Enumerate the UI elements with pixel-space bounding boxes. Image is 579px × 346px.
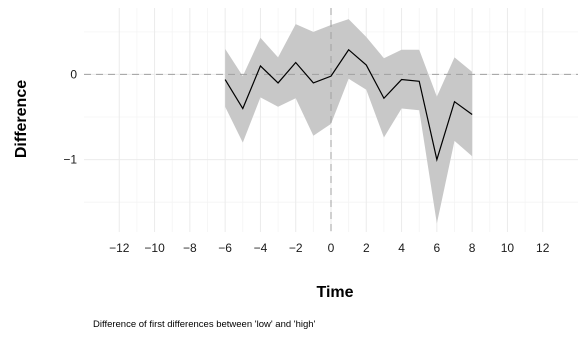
chart-caption: Difference of first differences between … (93, 319, 316, 330)
series-lines (224, 48, 473, 162)
y-axis-tick-labels: 0 −1 (63, 67, 77, 166)
x-tick-label: −8 (183, 241, 197, 255)
confidence-ribbons (225, 19, 473, 224)
x-tick-label: 2 (363, 241, 370, 255)
x-tick-label: 4 (398, 241, 405, 255)
x-tick-label: 8 (469, 241, 476, 255)
x-tick-label: −4 (254, 241, 268, 255)
series-line (224, 48, 473, 162)
x-tick-label: −6 (218, 241, 232, 255)
x-tick-label: −2 (289, 241, 303, 255)
x-tick-label: 10 (501, 241, 515, 255)
x-tick-label: −10 (144, 241, 165, 255)
x-axis-title: Time (316, 284, 353, 301)
y-tick-label: 0 (70, 67, 77, 81)
x-tick-label: 6 (434, 241, 441, 255)
x-axis-tick-labels: −12 −10 −8 −6 −4 −2 0 2 4 6 8 10 12 (109, 241, 550, 255)
x-tick-label: 12 (536, 241, 550, 255)
y-tick-label: −1 (63, 153, 77, 167)
y-axis-title: Difference (13, 80, 30, 158)
reference-lines (84, 8, 578, 232)
confidence-ribbon (225, 19, 473, 224)
x-tick-label: −12 (109, 241, 130, 255)
x-tick-label: 0 (328, 241, 335, 255)
